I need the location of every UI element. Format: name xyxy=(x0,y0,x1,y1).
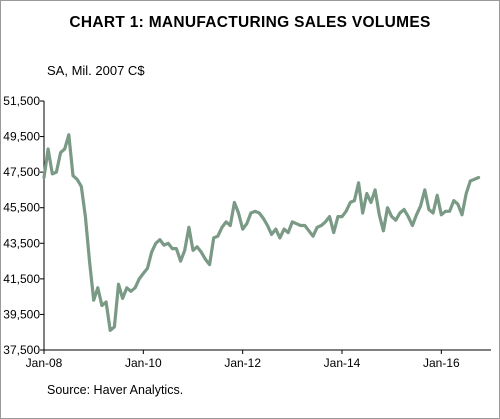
chart-title: CHART 1: MANUFACTURING SALES VOLUMES xyxy=(69,14,431,31)
source-note: Source: Haver Analytics. xyxy=(47,383,184,397)
y-axis-units-label: SA, Mil. 2007 C$ xyxy=(47,63,145,78)
x-tick-label: Jan-16 xyxy=(423,356,460,370)
x-tick-label: Jan-12 xyxy=(224,356,261,370)
y-tick-label: 51,500 xyxy=(3,94,40,108)
y-tick-label: 47,500 xyxy=(3,165,40,179)
y-tick-label: 39,500 xyxy=(3,307,40,321)
x-tick-label: Jan-14 xyxy=(324,356,361,370)
y-tick-label: 49,500 xyxy=(3,130,40,144)
x-tick-label: Jan-10 xyxy=(125,356,162,370)
x-tick-label: Jan-08 xyxy=(26,356,63,370)
series-line xyxy=(42,133,481,332)
y-tick-label: 43,500 xyxy=(3,236,40,250)
y-tick-label: 37,500 xyxy=(3,343,40,357)
y-tick-label: 41,500 xyxy=(3,272,40,286)
y-tick-label: 45,500 xyxy=(3,201,40,215)
